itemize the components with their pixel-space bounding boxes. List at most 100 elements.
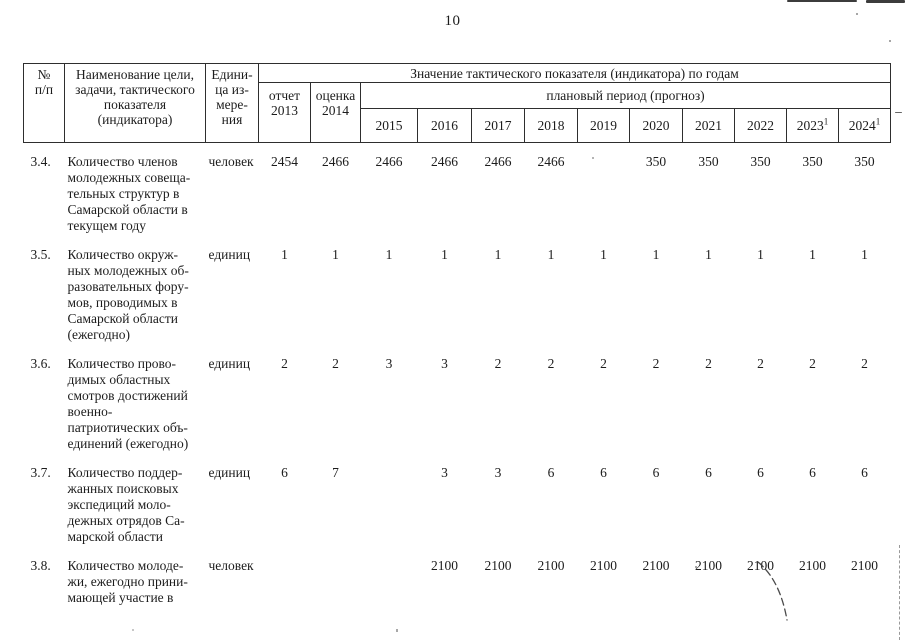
table-row: 3.7. Количество поддер- жанных поисковых … [24,454,891,547]
year-label: 2017 [484,118,512,133]
scan-artifact-top-smudge-2 [866,0,905,3]
cell-value: 6 [809,465,816,480]
cell-value: 2466 [322,154,349,169]
cell-value: 350 [645,154,667,169]
cell-value: 7 [332,465,339,480]
cell-value [311,547,361,608]
table-body: 3.4. Количество членов молодежных совеща-… [24,143,891,609]
scan-artifact-dot [889,40,891,42]
cell-value: 2 [494,356,502,371]
table-row: 3.5. Количество окруж- ных молодежных об-… [24,236,891,345]
scan-artifact-edge-line [899,545,900,640]
cell-value: 3 [494,465,502,480]
cell-value: 2100 [642,558,670,573]
scan-artifact-dash [895,112,902,113]
cell-value: 350 [854,154,875,169]
cell-value: 2 [547,356,555,371]
cell-value: 6 [861,465,868,480]
header-year-2016: 2016 [417,108,472,143]
header-col-2013: отчет 2013 [258,82,311,143]
header-col-2014: оценка 2014 [310,82,361,143]
cell-value: 2100 [537,558,565,573]
cell-value: 1 [385,247,393,262]
cell-value: 2 [861,356,868,371]
cell-value: 1 [441,247,448,262]
cell-value: 2466 [431,154,458,169]
row-indicator-name: Количество молоде- жи, ежегодно прини- м… [67,558,188,605]
cell-value: 2 [705,356,712,371]
header-year-2024: 20241 [837,108,892,143]
header-plan-span: плановый период (прогноз) [359,82,892,109]
cell-value: 2 [809,356,816,371]
row-id: 3.4. [30,154,51,169]
header-year-2015: 2015 [360,108,418,143]
table-row: 3.6. Количество прово- димых областных см… [24,345,891,454]
header-row-1: № п/п Наименование цели, задачи, тактиче… [23,63,892,143]
cell-value: 2100 [484,558,512,573]
header-year-2021: 2021 [682,108,735,143]
cell-value: 2466 [484,154,512,169]
year-label: 2021 [695,118,722,133]
cell-value: 3 [385,356,393,371]
scan-artifact-dot [396,629,398,632]
header-year-2019: 2019 [577,108,630,143]
row-id: 3.7. [30,465,51,480]
row-id: 3.8. [30,558,51,573]
header-year-2017: 2017 [471,108,525,143]
cell-value: 1 [494,247,502,262]
row-id: 3.5. [30,247,51,262]
cell-value: 2100 [799,558,826,573]
cell-value [361,547,418,608]
year-label: 2018 [537,118,565,133]
cell-value: 2100 [431,558,458,573]
year-label: 2022 [747,118,774,133]
year-footnote-mark: 1 [875,116,881,127]
scan-artifact-top-smudge-1 [787,0,857,2]
header-row-2: отчет 2013 оценка 2014 плановый период (… [24,82,892,143]
row-indicator-name: Количество окруж- ных молодежных об- раз… [67,247,189,342]
cell-value: 1 [281,247,288,262]
cell-value: 350 [698,154,719,169]
table-header: № п/п Наименование цели, задачи, тактиче… [23,63,892,143]
year-label: 2019 [590,118,617,133]
header-row-years: 2015 2016 2017 2018 2019 2020 2021 2022 … [24,108,892,143]
header-year-2018: 2018 [524,108,578,143]
header-values-span: Значение тактического показателя (индика… [257,63,892,83]
cell-value: 6 [757,465,764,480]
year-label: 2023 [796,118,824,133]
scan-artifact-dot [132,629,134,631]
row-unit: человек [208,558,254,573]
row-indicator-name: Количество поддер- жанных поисковых эксп… [67,465,185,544]
cell-value: 1 [600,247,607,262]
row-unit: единиц [208,356,251,371]
row-unit: единиц [208,465,251,480]
table-row: 3.4. Количество членов молодежных совеща-… [24,143,891,237]
cell-value: 1 [652,247,660,262]
cell-value: 1 [861,247,868,262]
row-unit: человек [208,154,254,169]
cell-value: 2 [332,356,339,371]
page-number: 10 [444,13,461,29]
cell-value: 2100 [851,558,879,573]
cell-value: 1 [332,247,339,262]
cell-value [578,143,630,237]
cell-value: 350 [802,154,823,169]
year-label: 2020 [642,118,670,133]
year-footnote-mark: 1 [823,116,829,127]
header-year-2023: 20231 [786,108,839,143]
row-indicator-name: Количество прово- димых областных смотро… [67,356,189,451]
cell-value: 3 [441,465,448,480]
cell-value: 2466 [375,154,403,169]
year-label: 2016 [431,118,458,133]
cell-value: 1 [547,247,555,262]
header-col-name: Наименование цели, задачи, тактического … [64,63,206,143]
cell-value: 1 [705,247,712,262]
cell-value: 2 [652,356,660,371]
row-unit: единиц [208,247,251,262]
cell-value: 6 [281,465,288,480]
cell-value: 2 [600,356,607,371]
header-col-num: № п/п [23,63,65,143]
cell-value [361,454,418,547]
cell-value: 6 [547,465,555,480]
